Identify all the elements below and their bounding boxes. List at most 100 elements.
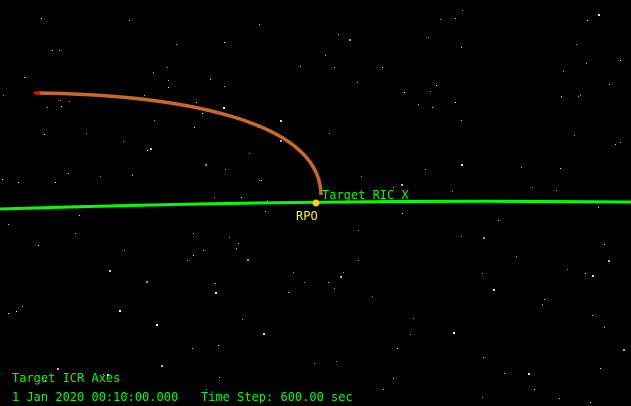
star xyxy=(598,207,599,208)
star xyxy=(325,55,326,56)
star xyxy=(69,101,70,102)
star xyxy=(343,272,344,273)
star xyxy=(109,270,111,272)
star xyxy=(247,259,249,261)
star xyxy=(608,260,610,262)
reference-frame-label: Target ICR Axes xyxy=(12,371,121,385)
star xyxy=(401,184,403,186)
star xyxy=(57,368,59,370)
star xyxy=(436,85,437,86)
star xyxy=(119,310,121,312)
star xyxy=(528,373,530,375)
star xyxy=(187,260,188,261)
star xyxy=(45,380,46,381)
star xyxy=(383,389,384,390)
star xyxy=(404,92,405,93)
star xyxy=(410,334,411,335)
star xyxy=(563,71,564,72)
star xyxy=(358,230,359,231)
star xyxy=(161,365,163,367)
star xyxy=(493,289,495,291)
star xyxy=(349,39,351,41)
star xyxy=(154,120,155,121)
star xyxy=(482,273,483,274)
star xyxy=(504,373,505,374)
star xyxy=(132,175,133,176)
star xyxy=(218,345,219,346)
star xyxy=(587,20,588,21)
star xyxy=(156,324,158,326)
star xyxy=(150,148,152,150)
star xyxy=(393,378,394,379)
rpo-label: RPO xyxy=(296,209,318,223)
star xyxy=(585,273,586,274)
rpo-satellite-marker[interactable] xyxy=(312,199,320,207)
star xyxy=(267,200,268,201)
star xyxy=(559,398,560,399)
star xyxy=(532,187,533,188)
rpo-trajectory xyxy=(37,91,323,196)
star xyxy=(280,120,282,122)
star xyxy=(107,374,109,376)
star xyxy=(16,311,17,312)
star xyxy=(205,164,207,166)
star xyxy=(236,248,237,249)
star xyxy=(206,389,207,390)
star xyxy=(261,180,262,181)
star xyxy=(194,127,195,128)
star xyxy=(44,134,45,135)
star xyxy=(461,164,463,166)
star xyxy=(259,180,260,181)
star xyxy=(79,215,80,216)
star xyxy=(75,233,76,234)
star xyxy=(598,14,600,16)
star xyxy=(8,313,9,314)
star xyxy=(455,18,456,19)
star xyxy=(214,197,215,198)
star xyxy=(129,20,130,21)
star xyxy=(576,44,577,45)
star xyxy=(418,104,419,105)
star xyxy=(393,187,394,188)
star xyxy=(402,213,403,214)
star xyxy=(440,19,441,20)
star xyxy=(60,100,61,101)
star xyxy=(168,87,169,88)
star xyxy=(2,179,3,180)
star xyxy=(202,113,203,114)
star xyxy=(123,141,124,142)
star xyxy=(623,349,625,351)
star xyxy=(168,80,169,81)
star xyxy=(147,150,148,151)
star xyxy=(358,260,359,261)
star xyxy=(340,276,342,278)
star xyxy=(59,50,60,51)
star xyxy=(556,190,557,191)
star xyxy=(580,95,581,96)
star xyxy=(103,374,104,375)
star xyxy=(223,107,225,109)
star xyxy=(413,318,414,319)
star xyxy=(300,66,301,67)
star xyxy=(100,176,101,177)
star xyxy=(3,95,4,96)
star xyxy=(215,283,216,284)
star xyxy=(127,393,128,394)
star xyxy=(483,357,484,358)
star xyxy=(461,236,462,237)
star xyxy=(249,153,250,154)
star xyxy=(334,288,335,289)
star xyxy=(38,245,39,246)
star xyxy=(586,63,587,64)
star xyxy=(259,24,260,25)
star xyxy=(146,281,148,283)
star xyxy=(425,169,426,170)
star xyxy=(544,299,545,300)
star xyxy=(592,275,594,277)
star xyxy=(328,282,329,283)
star xyxy=(516,256,517,257)
star xyxy=(167,67,168,68)
star xyxy=(432,107,433,108)
star xyxy=(263,333,265,335)
